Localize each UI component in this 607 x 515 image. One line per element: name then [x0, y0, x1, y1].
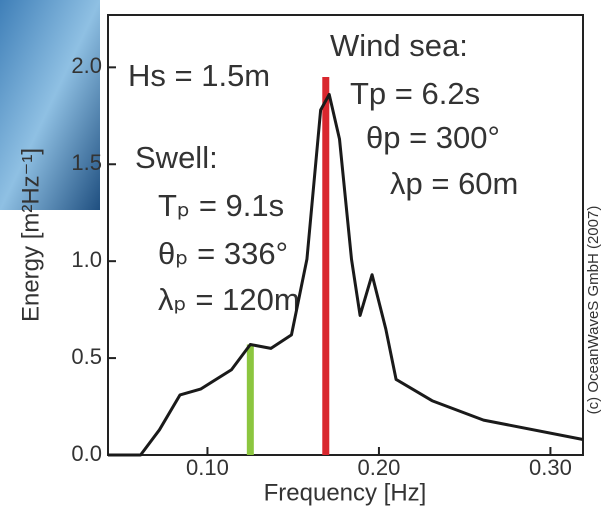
annotation: λp = 60m [390, 166, 518, 201]
annotation: Tp = 6.2s [350, 76, 480, 111]
x-tick-label: 0.30 [529, 455, 572, 480]
background-image [0, 0, 100, 210]
spectrum-line [108, 92, 584, 457]
annotation: Tₚ = 9.1s [158, 188, 284, 223]
annotation: Hs = 1.5m [128, 58, 270, 93]
y-tick-label: 0.5 [71, 344, 102, 369]
annotation: θp = 300° [366, 120, 500, 155]
y-tick-label: 1.5 [71, 150, 102, 175]
x-tick-label: 0.20 [358, 455, 401, 480]
x-axis-label: Frequency [Hz] [264, 479, 427, 506]
credit: (c) OceanWaveS GmbH (2007) [585, 206, 602, 415]
y-tick-label: 1.0 [71, 247, 102, 272]
x-tick-label: 0.10 [186, 455, 229, 480]
y-tick-label: 0.0 [71, 441, 102, 466]
plot-frame [107, 14, 584, 456]
annotation: Swell: [135, 140, 218, 175]
y-axis-label: Energy [m²Hz⁻¹] [17, 148, 44, 322]
annotation: λₚ = 120m [158, 282, 300, 317]
annotation: Wind sea: [330, 28, 468, 63]
annotation: θₚ = 336° [158, 236, 288, 271]
y-tick-label: 2.0 [71, 53, 102, 78]
